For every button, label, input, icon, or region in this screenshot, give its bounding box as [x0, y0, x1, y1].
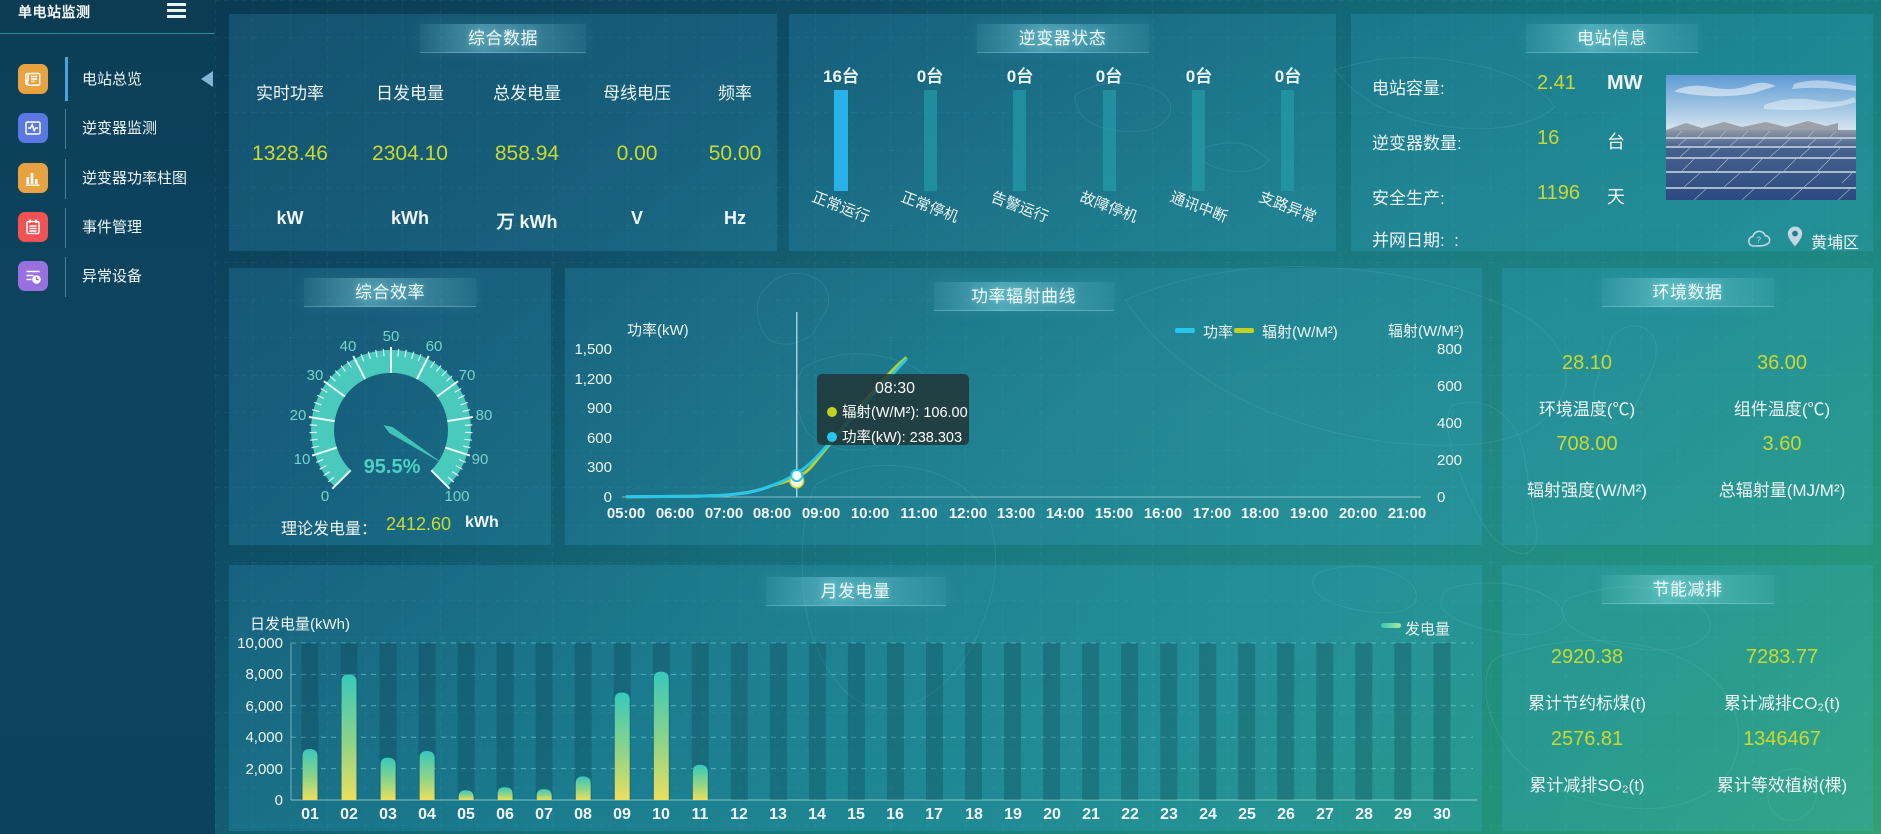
svg-text:22: 22 — [1121, 806, 1139, 823]
svg-text:08:00: 08:00 — [753, 505, 791, 522]
svg-text:10:00: 10:00 — [851, 505, 889, 522]
svg-text:200: 200 — [1437, 452, 1462, 469]
svg-text:07: 07 — [535, 806, 553, 823]
svg-text:10,000: 10,000 — [237, 635, 283, 652]
svg-text:2,000: 2,000 — [245, 761, 283, 778]
svg-text:02: 02 — [340, 806, 358, 823]
svg-text:11:00: 11:00 — [900, 505, 938, 522]
svg-text:800: 800 — [1437, 341, 1462, 358]
svg-text:14:00: 14:00 — [1046, 505, 1084, 522]
svg-text:18:00: 18:00 — [1241, 505, 1279, 522]
svg-text:20: 20 — [1043, 806, 1061, 823]
svg-text:19:00: 19:00 — [1290, 505, 1328, 522]
svg-text:60: 60 — [426, 338, 443, 355]
svg-text:09:00: 09:00 — [802, 505, 840, 522]
svg-text:600: 600 — [1437, 378, 1462, 395]
svg-text:29: 29 — [1394, 806, 1412, 823]
svg-text:1,500: 1,500 — [574, 341, 612, 358]
svg-text:25: 25 — [1238, 806, 1256, 823]
svg-text:26: 26 — [1277, 806, 1295, 823]
svg-text:16:00: 16:00 — [1144, 505, 1182, 522]
svg-text:0: 0 — [275, 792, 283, 809]
svg-text:18: 18 — [965, 806, 983, 823]
svg-text:17: 17 — [925, 806, 943, 823]
svg-text:27: 27 — [1316, 806, 1334, 823]
svg-text:19: 19 — [1004, 806, 1022, 823]
svg-text:600: 600 — [587, 430, 612, 447]
svg-text:发电量: 发电量 — [1405, 621, 1450, 638]
svg-text:300: 300 — [587, 459, 612, 476]
svg-text:16: 16 — [886, 806, 904, 823]
svg-text:30: 30 — [1433, 806, 1451, 823]
svg-text:05:00: 05:00 — [607, 505, 645, 522]
svg-text:30: 30 — [307, 367, 324, 384]
svg-text:13:00: 13:00 — [997, 505, 1035, 522]
svg-text:24: 24 — [1199, 806, 1217, 823]
svg-text:50: 50 — [383, 328, 400, 345]
svg-text:11: 11 — [692, 806, 709, 823]
svg-text:70: 70 — [459, 367, 476, 384]
svg-text:6,000: 6,000 — [245, 698, 283, 715]
svg-text:21:00: 21:00 — [1388, 505, 1426, 522]
svg-text:06:00: 06:00 — [656, 505, 694, 522]
svg-text:13: 13 — [769, 806, 787, 823]
svg-text:04: 04 — [418, 806, 436, 823]
svg-text:90: 90 — [472, 451, 489, 468]
svg-text:0: 0 — [321, 488, 329, 505]
svg-text:900: 900 — [587, 400, 612, 417]
svg-text:100: 100 — [444, 488, 469, 505]
svg-text:?: ? — [1756, 235, 1761, 245]
svg-text:05: 05 — [457, 806, 475, 823]
svg-text:80: 80 — [476, 407, 493, 424]
svg-text:17:00: 17:00 — [1193, 505, 1231, 522]
svg-text:0: 0 — [1437, 489, 1445, 506]
svg-text:10: 10 — [652, 806, 670, 823]
svg-text:40: 40 — [340, 338, 357, 355]
svg-text:10: 10 — [294, 451, 311, 468]
svg-text:06: 06 — [496, 806, 514, 823]
svg-text:15: 15 — [847, 806, 865, 823]
svg-text:28: 28 — [1355, 806, 1373, 823]
svg-text:20:00: 20:00 — [1339, 505, 1377, 522]
svg-text:12:00: 12:00 — [949, 505, 987, 522]
svg-text:03: 03 — [379, 806, 397, 823]
svg-text:07:00: 07:00 — [705, 505, 743, 522]
svg-text:1,200: 1,200 — [574, 371, 612, 388]
svg-text:21: 21 — [1082, 806, 1100, 823]
svg-text:14: 14 — [808, 806, 826, 823]
svg-text:20: 20 — [290, 407, 307, 424]
svg-text:0: 0 — [604, 489, 612, 506]
svg-text:400: 400 — [1437, 415, 1462, 432]
svg-text:12: 12 — [730, 806, 748, 823]
svg-text:23: 23 — [1160, 806, 1178, 823]
svg-text:4,000: 4,000 — [245, 729, 283, 746]
svg-text:01: 01 — [301, 806, 319, 823]
svg-text:15:00: 15:00 — [1095, 505, 1133, 522]
svg-text:08: 08 — [574, 806, 592, 823]
svg-text:8,000: 8,000 — [245, 666, 283, 683]
svg-text:09: 09 — [613, 806, 631, 823]
